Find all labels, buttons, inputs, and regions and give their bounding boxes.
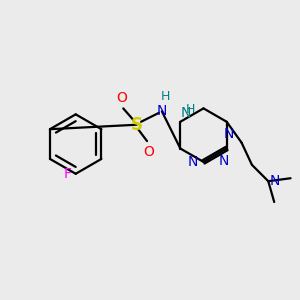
Text: N: N xyxy=(270,174,280,188)
Text: N: N xyxy=(219,154,230,168)
Text: O: O xyxy=(116,91,127,105)
Text: N: N xyxy=(224,127,234,141)
Text: S: S xyxy=(130,116,142,134)
Text: N: N xyxy=(180,106,191,120)
Text: N: N xyxy=(188,155,198,169)
Text: H: H xyxy=(186,103,195,116)
Text: O: O xyxy=(143,145,154,159)
Text: F: F xyxy=(63,167,71,181)
Text: H: H xyxy=(161,90,170,103)
Text: N: N xyxy=(157,104,167,118)
